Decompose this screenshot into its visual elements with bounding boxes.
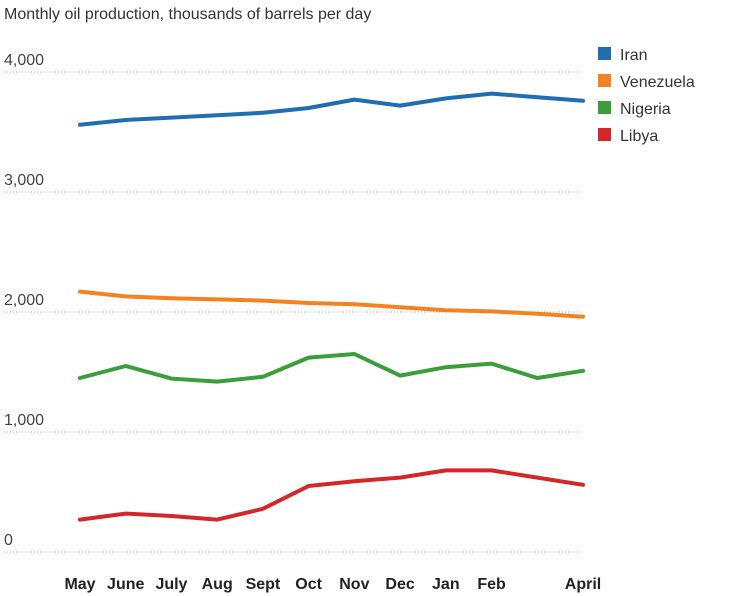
series-lines [78,91,585,522]
x-tick-label: Aug [202,576,233,593]
legend: Iran Venezuela Nigeria Libya [598,47,695,145]
legend-swatch-nigeria [598,101,611,114]
legend-label-libya: Libya [620,128,658,145]
x-tick-label: Feb [477,576,506,593]
series-line-venezuela [78,289,585,319]
x-tick-label: Nov [339,576,369,593]
y-tick-label: 3,000 [4,172,44,189]
y-tick-label: 1,000 [4,412,44,429]
y-axis-ticks: 0 1,000 2,000 3,000 4,000 [4,52,44,549]
x-tick-label: June [107,576,144,593]
legend-swatch-venezuela [598,74,611,87]
grid-lines [4,71,583,553]
series-line-nigeria [78,352,585,384]
legend-swatch-libya [598,128,611,141]
x-tick-label: Sept [246,576,281,593]
x-tick-label: May [64,576,95,593]
x-tick-label: Dec [385,576,414,593]
x-tick-label: April [565,576,601,593]
x-tick-label: July [155,576,187,593]
x-tick-label: Oct [295,576,322,593]
x-tick-label: Jan [432,576,460,593]
series-line-iran [78,91,585,127]
y-tick-label: 0 [4,532,13,549]
legend-label-nigeria: Nigeria [620,101,671,118]
x-axis-ticks: May June July Aug Sept Oct Nov Dec Jan Feb April [64,576,601,593]
series-line-libya [78,468,585,522]
chart-subtitle: Monthly oil production, thousands of bar… [4,6,372,23]
legend-swatch-iran [598,47,611,60]
y-tick-label: 4,000 [4,52,44,69]
legend-label-iran: Iran [620,47,648,64]
legend-label-venezuela: Venezuela [620,74,695,91]
y-tick-label: 2,000 [4,292,44,309]
